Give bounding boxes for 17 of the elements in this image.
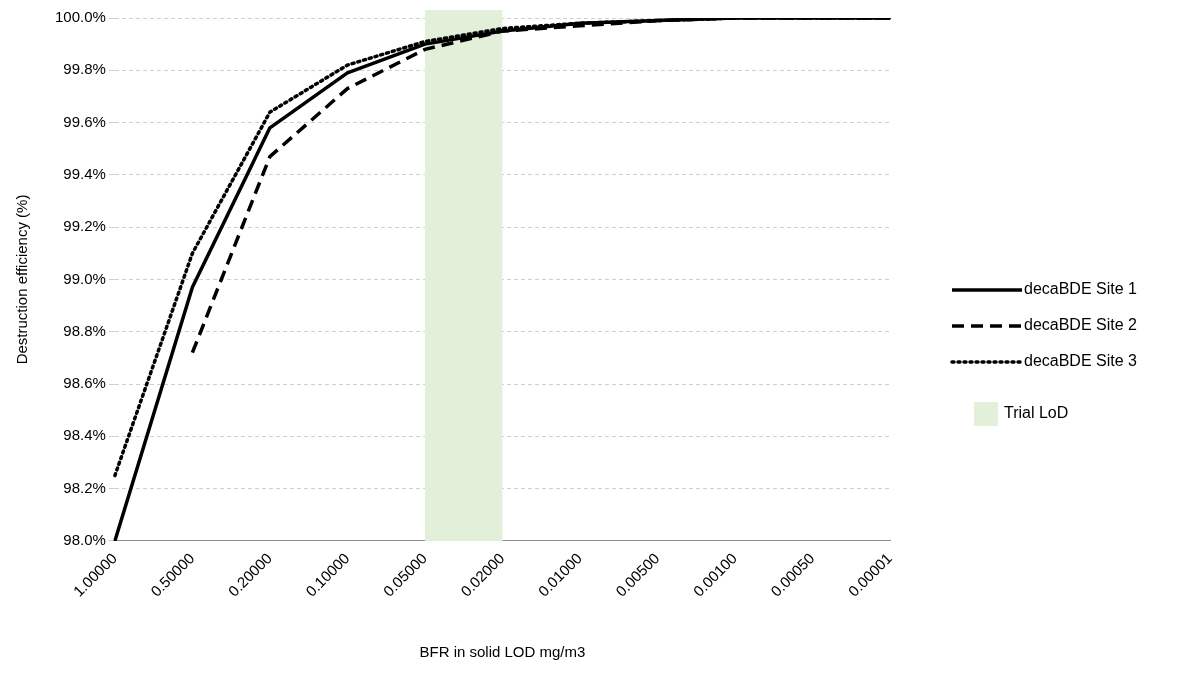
y-tick-label: 99.8% — [63, 60, 106, 78]
y-tick-label: 100.0% — [55, 8, 106, 26]
y-tick-label: 98.0% — [63, 531, 106, 549]
y-tick-label: 98.8% — [63, 321, 106, 339]
y-axis-title: Destruction efficiency (%) — [13, 194, 31, 365]
legend-label: decaBDE Site 3 — [1024, 352, 1138, 370]
y-tick-label: 99.2% — [63, 217, 106, 235]
y-tick-label: 99.4% — [63, 165, 106, 183]
y-tick-label: 99.6% — [63, 112, 106, 130]
text: Trial LoD — [1004, 404, 1069, 422]
y-tick-label: 98.6% — [63, 374, 106, 392]
y-tick-label: 99.0% — [63, 269, 106, 287]
y-tick-label: 98.2% — [63, 478, 106, 496]
x-axis-title: BFR in solid LOD mg/m3 — [419, 643, 586, 661]
y-tick-label: 98.4% — [63, 426, 106, 444]
legend-label: decaBDE Site 1 — [1024, 280, 1138, 298]
legend-label: decaBDE Site 2 — [1024, 316, 1138, 334]
